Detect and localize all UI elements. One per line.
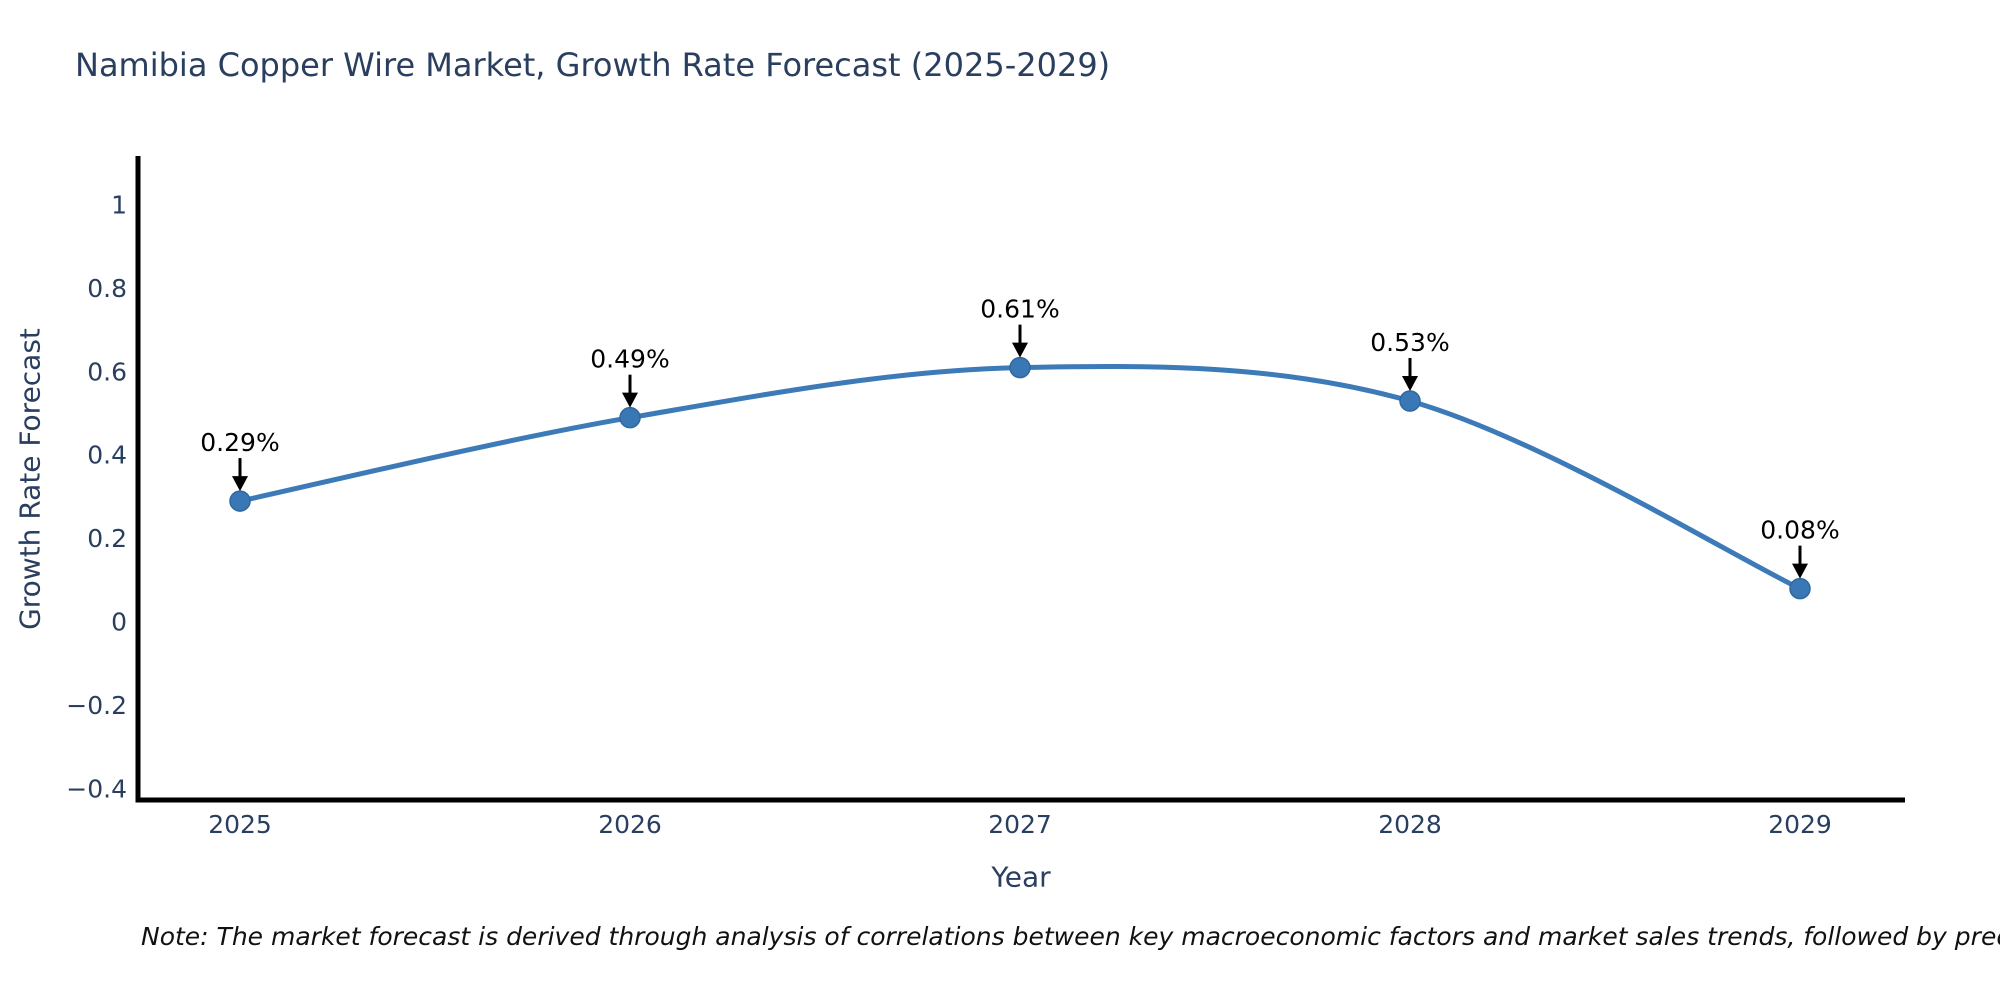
y-tick-label: 0 [111, 608, 127, 637]
y-tick-label: 1 [111, 191, 127, 220]
point-annotation-label: 0.49% [590, 345, 669, 374]
point-annotation-label: 0.29% [200, 428, 279, 457]
x-tick-label: 2028 [1378, 810, 1442, 839]
y-tick-label: 0.4 [87, 441, 127, 470]
y-axis-title: Growth Rate Forecast [13, 328, 47, 630]
point-annotation-label: 0.08% [1760, 516, 1839, 545]
y-tick-label: −0.2 [66, 691, 127, 720]
data-point-marker [1789, 577, 1811, 600]
data-point-marker [1399, 390, 1421, 412]
x-axis-title: Year [991, 860, 1051, 894]
x-tick-label: 2027 [988, 810, 1052, 839]
annotation-arrow-head [1012, 342, 1028, 358]
y-tick-label: 0.8 [87, 274, 127, 303]
annotation-arrow-head [1402, 375, 1418, 391]
y-tick-label: −0.4 [66, 774, 127, 803]
annotation-arrow-head [1792, 563, 1808, 579]
series-line [237, 364, 1803, 592]
x-tick-label: 2029 [1768, 810, 1832, 839]
data-point-marker [1009, 356, 1031, 379]
annotation-arrow-head [622, 392, 638, 408]
annotation-arrow-head [232, 476, 248, 492]
chart-title: Namibia Copper Wire Market, Growth Rate … [75, 46, 1111, 84]
y-tick-label: 0.2 [87, 524, 127, 553]
footnote: Note: The market forecast is derived thr… [141, 922, 2000, 951]
x-tick-label: 2026 [598, 810, 662, 839]
point-annotation-label: 0.61% [980, 295, 1059, 324]
data-point-marker [229, 490, 251, 512]
data-point-marker [619, 406, 641, 429]
point-annotation-label: 0.53% [1370, 328, 1449, 357]
x-tick-label: 2025 [208, 810, 272, 839]
y-tick-label: 0.6 [87, 357, 127, 386]
